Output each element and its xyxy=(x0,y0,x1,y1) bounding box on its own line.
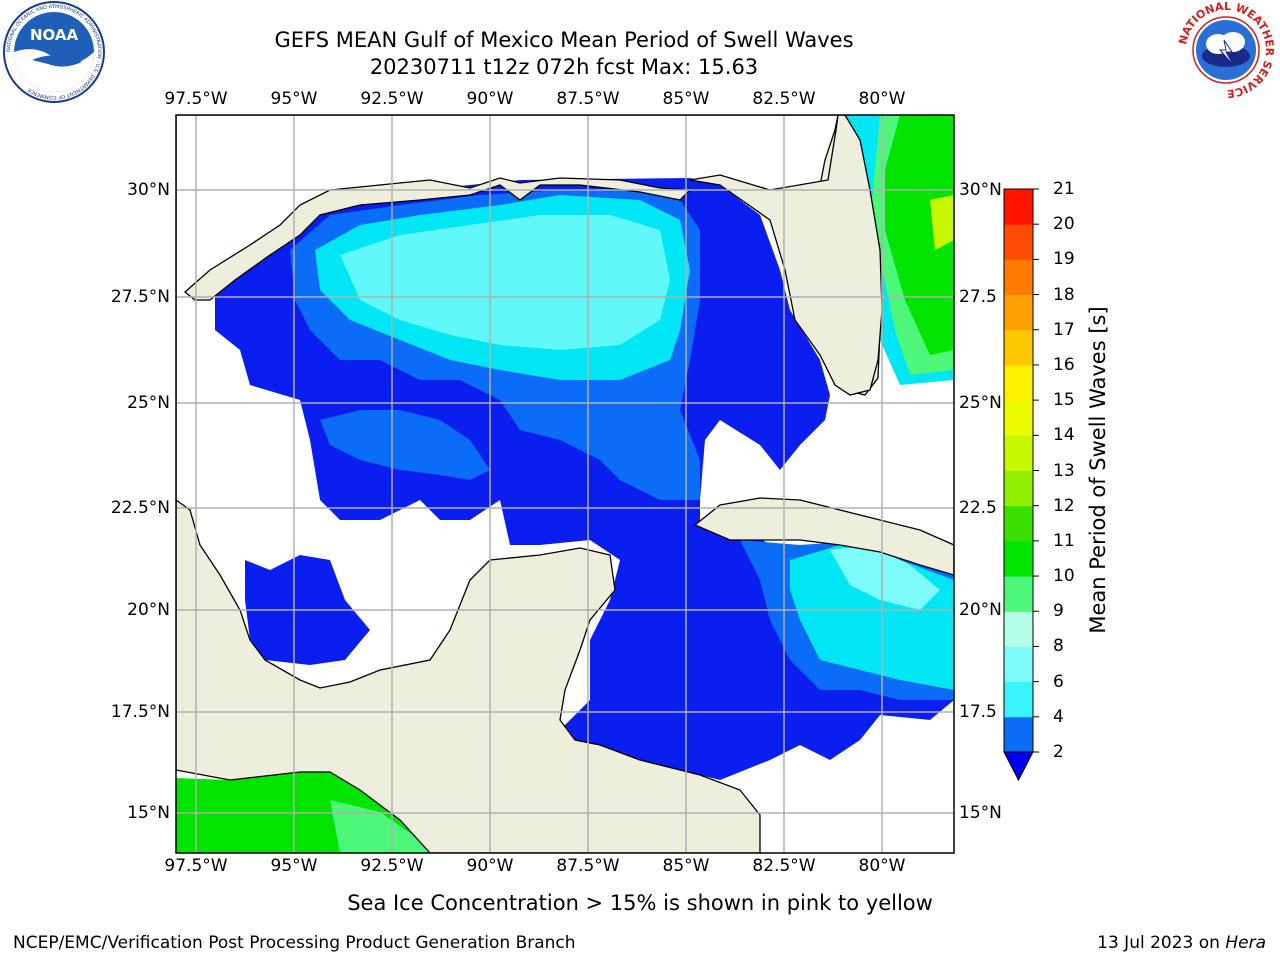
footer-date-text: 13 Jul 2023 on xyxy=(1097,933,1226,953)
lon-label-bottom: 85°W xyxy=(662,856,710,876)
lat-label-left: 27.5°N xyxy=(110,287,170,307)
colorbar-tick-label: 16 xyxy=(1053,354,1075,375)
lon-label-top: 82.5°W xyxy=(752,89,816,109)
lon-label-bottom: 92.5°W xyxy=(360,856,424,876)
colorbar-tick-label: 2 xyxy=(1053,742,1064,762)
gridlines xyxy=(176,115,954,853)
land-cuba xyxy=(693,497,954,576)
swell-region-atlantic-yellowgreen xyxy=(930,195,954,250)
lat-label-right: 20°N xyxy=(959,600,1002,620)
colorbar-tick-label: 8 xyxy=(1053,636,1064,657)
colorbar-bin xyxy=(1004,400,1033,436)
lon-label-top: 92.5°W xyxy=(360,89,424,109)
colorbar-tick-label: 19 xyxy=(1053,249,1075,270)
colorbar-bin xyxy=(1004,611,1033,647)
colorbar-tick-label: 4 xyxy=(1053,706,1064,727)
map-frame xyxy=(175,114,955,854)
lon-label-bottom: 97.5°W xyxy=(164,856,228,876)
footer-date: 13 Jul 2023 on Hera xyxy=(1097,933,1266,953)
colorbar-tick-label: 11 xyxy=(1053,530,1075,551)
lon-label-bottom: 87.5°W xyxy=(556,856,620,876)
land-masses xyxy=(176,115,954,853)
footer-host: Hera xyxy=(1225,933,1266,953)
footer-credit: NCEP/EMC/Verification Post Processing Pr… xyxy=(13,933,576,953)
lat-label-right: 22.5 xyxy=(959,498,997,518)
colorbar-tick-label: 9 xyxy=(1053,601,1064,622)
lon-label-bottom: 95°W xyxy=(270,856,318,876)
map-subtitle: 20230711 t12z 072h fcst Max: 15.63 xyxy=(369,55,759,79)
colorbar-bin xyxy=(1004,189,1033,225)
map-title: GEFS MEAN Gulf of Mexico Mean Period of … xyxy=(274,28,854,52)
lat-label-right: 17.5 xyxy=(959,702,997,722)
svg-text:NOAA: NOAA xyxy=(30,26,79,44)
colorbar-tick-label: 10 xyxy=(1053,566,1075,587)
lon-label-top: 95°W xyxy=(270,89,318,109)
colorbar-tick-label: 14 xyxy=(1053,425,1075,446)
colorbar xyxy=(1003,188,1039,782)
colorbar-tick-label: 13 xyxy=(1053,460,1075,481)
map-plot-area xyxy=(176,115,954,853)
lon-label-bottom: 80°W xyxy=(858,856,906,876)
colorbar-tick-label: 12 xyxy=(1053,495,1075,516)
colorbar-bin xyxy=(1004,646,1033,683)
colorbar-tick-label: 6 xyxy=(1053,671,1064,692)
colorbar-bin xyxy=(1004,576,1033,612)
lat-label-left: 17.5°N xyxy=(110,702,170,722)
swell-region-atlantic-green xyxy=(885,115,954,355)
noaa-logo: NOAA NATIONAL OCEANIC AND ATMOSPHERIC AD… xyxy=(3,1,105,103)
lat-label-right: 27.5 xyxy=(959,287,997,307)
lon-label-top: 87.5°W xyxy=(556,89,620,109)
lon-label-bottom: 82.5°W xyxy=(752,856,816,876)
nws-logo: NATIONAL WEATHER SERVICE xyxy=(1176,0,1276,100)
lat-label-right: 30°N xyxy=(959,180,1002,200)
lon-label-top: 85°W xyxy=(662,89,710,109)
colorbar-tick-label: 15 xyxy=(1053,390,1075,411)
sea-ice-note: Sea Ice Concentration > 15% is shown in … xyxy=(347,891,933,915)
colorbar-bin xyxy=(1004,224,1033,260)
colorbar-bin xyxy=(1004,435,1033,471)
colorbar-bin xyxy=(1004,364,1033,401)
lat-label-right: 25°N xyxy=(959,393,1002,413)
colorbar-extend-arrow xyxy=(1003,751,1034,782)
colorbar-bin xyxy=(1004,681,1033,718)
swell-region-mid-blue-west xyxy=(320,410,490,480)
colorbar-bin xyxy=(1004,716,1033,753)
lat-label-left: 30°N xyxy=(127,180,170,200)
colorbar-tick-label: 21 xyxy=(1053,179,1075,199)
colorbar-tick-label: 20 xyxy=(1053,214,1075,235)
swell-region-light-cyan-caribbean xyxy=(830,545,940,610)
colorbar-tick-label: 18 xyxy=(1053,284,1075,305)
lon-label-bottom: 90°W xyxy=(466,856,514,876)
colorbar-bin xyxy=(1004,259,1033,296)
lat-label-left: 15°N xyxy=(127,803,170,823)
colorbar-bin xyxy=(1004,540,1033,577)
colorbar-bin xyxy=(1004,470,1033,507)
colorbar-bin xyxy=(1004,329,1033,366)
lon-label-top: 90°W xyxy=(466,89,514,109)
lat-label-left: 20°N xyxy=(127,600,170,620)
colorbar-tick-label: 17 xyxy=(1053,319,1075,340)
colorbar-label: Mean Period of Swell Waves [s] xyxy=(1086,306,1110,634)
colorbar-bin xyxy=(1004,505,1033,542)
lon-label-top: 97.5°W xyxy=(164,89,228,109)
lon-label-top: 80°W xyxy=(858,89,906,109)
colorbar-bin xyxy=(1004,294,1033,331)
lat-label-right: 15°N xyxy=(959,803,1002,823)
lat-label-left: 25°N xyxy=(127,393,170,413)
lat-label-left: 22.5°N xyxy=(110,498,170,518)
